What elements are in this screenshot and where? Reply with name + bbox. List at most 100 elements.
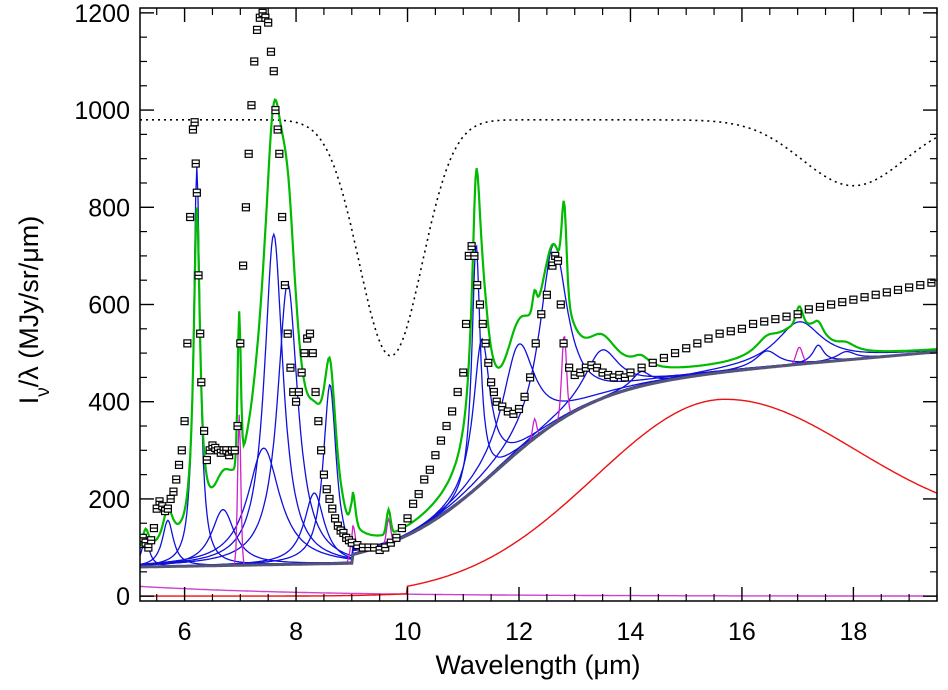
data-point [782,312,791,321]
data-point [520,392,529,401]
data-point [637,363,646,372]
data-point [297,368,306,377]
x-axis-title: Wavelength (μm) [435,650,640,680]
data-point [420,475,429,484]
total-continuum-curve [140,350,937,569]
data-point [381,543,390,552]
observed-points [140,8,936,555]
data-point [498,402,507,411]
data-point [241,203,250,212]
data-point [190,118,199,127]
data-point [386,538,395,547]
data-point [815,302,825,312]
data-point [927,278,936,287]
data-point [328,504,337,513]
data-point [893,285,903,295]
plot-area [140,8,937,597]
data-point [620,373,629,382]
data-point [147,536,156,545]
pah-feature-5 [140,232,937,566]
data-point [670,349,680,358]
pah-feature-11 [140,343,937,568]
data-point [233,421,242,431]
data-point [849,295,858,304]
data-point [397,523,407,533]
emission-line-5 [140,346,937,568]
data-point [548,261,557,270]
data-point [748,319,758,329]
data-point [882,288,891,297]
y-axis-title: Iν/λ (MJy/sr/μm) [14,216,54,405]
data-point [693,339,702,348]
data-point [726,327,735,336]
data-point [461,319,471,329]
data-point [905,283,914,292]
data-point [436,436,446,445]
data-point [166,494,175,504]
y-tick-label: 200 [88,486,130,514]
data-point [414,489,423,499]
data-point [514,404,524,414]
x-tick-label: 16 [728,618,756,646]
data-point [177,446,186,455]
y-axis-title-sub: ν [33,387,54,397]
x-tick-label: 12 [505,618,533,646]
data-point [916,280,925,290]
data-point [459,368,468,377]
data-point [194,271,203,280]
data-point [760,317,769,326]
data-point [704,334,713,343]
data-point [542,290,551,299]
data-point [230,446,239,455]
data-point [659,353,669,363]
x-tick-label: 18 [839,618,867,646]
data-point [264,18,273,27]
data-point [489,387,499,397]
data-point [286,363,295,372]
data-point [180,417,189,426]
data-point [448,407,457,416]
data-point [473,280,482,290]
data-point [183,339,192,348]
data-point [553,256,563,265]
x-tick-label: 6 [178,618,192,646]
data-point [149,523,159,533]
data-point [565,363,574,372]
data-point [275,149,284,158]
data-point [526,373,535,382]
data-point [271,105,280,115]
data-point [278,212,287,222]
data-point [191,159,200,168]
y-axis-title-main: I [14,397,44,405]
model-fit-curve [140,98,937,547]
data-point [280,280,290,290]
data-point [838,297,847,307]
data-point [715,329,724,338]
data-point [475,300,485,309]
data-point [330,514,340,523]
data-point [871,290,880,299]
data-point [319,470,329,479]
data-point [192,188,201,197]
data-point [492,397,501,406]
y-tick-label: 800 [88,194,130,222]
data-point [487,378,496,387]
data-point [793,310,802,319]
data-point [392,533,401,542]
data-point [442,421,451,431]
y-tick-label: 400 [88,389,130,417]
data-point [478,319,487,329]
data-point [197,378,206,387]
data-point [269,67,278,76]
data-point [239,261,248,270]
data-point [592,363,602,372]
data-point [252,25,262,34]
x-tick-label: 10 [394,618,422,646]
data-point [481,339,490,348]
continuum-component-hot [140,585,937,597]
data-point [266,47,276,56]
data-point [169,487,178,496]
data-point [283,329,292,338]
